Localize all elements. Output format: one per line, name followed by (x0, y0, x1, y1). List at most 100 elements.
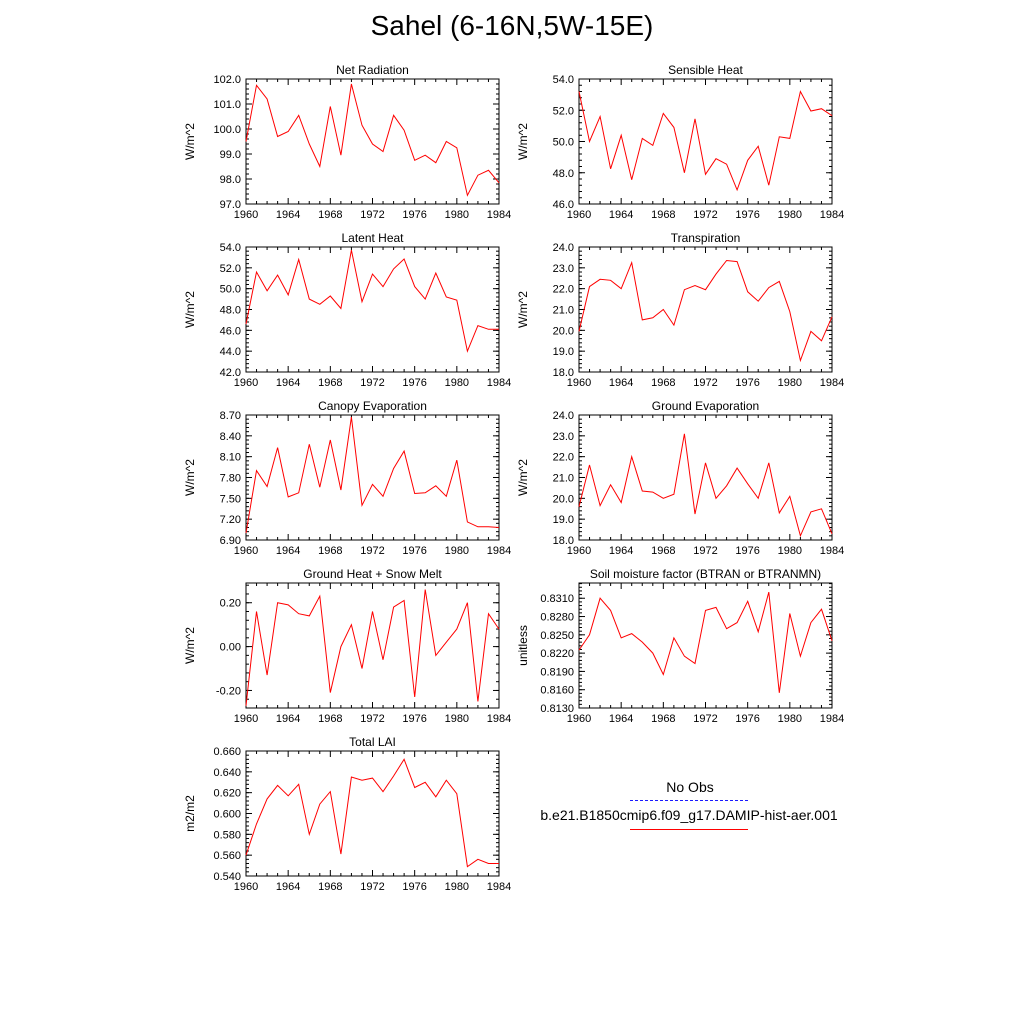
y-tick-label: 97.0 (220, 199, 241, 211)
x-tick-label: 1968 (651, 377, 675, 389)
series-line (245, 249, 499, 353)
x-tick-label: 1968 (651, 209, 675, 221)
x-tick-label: 1984 (487, 377, 511, 389)
y-tick-label: 8.10 (220, 452, 241, 464)
x-tick-label: 1980 (445, 881, 469, 893)
chart-title: Total LAI (349, 735, 396, 749)
y-axis-label: W/m^2 (183, 627, 197, 664)
plot-frame (245, 750, 500, 877)
y-tick-label: 98.0 (220, 174, 241, 186)
x-tick-label: 1980 (445, 545, 469, 557)
y-tick-label: 0.620 (213, 788, 241, 800)
x-tick-label: 1980 (445, 377, 469, 389)
series-line (578, 90, 833, 192)
x-tick-label: 1964 (276, 713, 300, 725)
y-tick-label: 0.640 (213, 767, 241, 779)
y-tick-label: 19.0 (553, 346, 574, 358)
y-tick-label: 23.0 (553, 263, 574, 275)
legend-label-obs: No Obs (666, 779, 714, 795)
y-tick-label: 7.50 (220, 493, 241, 505)
plot-frame (578, 414, 833, 541)
y-tick-label: 20.0 (553, 493, 574, 505)
x-tick-label: 1976 (402, 881, 426, 893)
y-tick-label: 0.8250 (540, 630, 574, 642)
x-tick-label: 1980 (778, 377, 802, 389)
chart-total-lai: Total LAI m2/m2 1960 1964 1968 1972 1976 1980 19… (183, 735, 511, 893)
y-tick-label: 6.90 (220, 535, 241, 547)
y-tick-label: 7.80 (220, 473, 241, 485)
legend-label-model: b.e21.B1850cmip6.f09_g17.DAMIP-hist-aer.… (540, 807, 838, 823)
x-tick-label: 1968 (318, 209, 342, 221)
y-tick-label: 48.0 (220, 305, 241, 317)
chart-canopy-evaporation: Canopy Evaporation W/m^2 1960 1964 1968 1972 1… (183, 399, 511, 557)
y-tick-label: 21.0 (553, 473, 574, 485)
y-axis-label: m2/m2 (183, 795, 197, 832)
y-axis-label: W/m^2 (516, 123, 530, 160)
plot-frame (245, 246, 500, 373)
x-tick-label: 1980 (445, 713, 469, 725)
chart-title: Ground Heat + Snow Melt (303, 567, 442, 581)
y-tick-label: 21.0 (553, 305, 574, 317)
y-tick-label: 0.8280 (540, 612, 574, 624)
x-tick-label: 1984 (487, 881, 511, 893)
y-axis-label: W/m^2 (516, 291, 530, 328)
y-tick-label: 0.8310 (540, 593, 574, 605)
x-tick-label: 1960 (234, 545, 258, 557)
plot-frame (578, 246, 833, 373)
y-tick-label: 0.8190 (540, 666, 574, 678)
x-tick-label: 1968 (318, 713, 342, 725)
x-tick-label: 1972 (360, 209, 384, 221)
y-tick-label: 46.0 (220, 325, 241, 337)
y-tick-label: 0.580 (213, 829, 241, 841)
y-tick-label: 22.0 (553, 284, 574, 296)
x-tick-label: 1968 (318, 545, 342, 557)
y-tick-label: 50.0 (220, 284, 241, 296)
y-tick-label: 24.0 (553, 242, 574, 254)
y-tick-label: 50.0 (553, 137, 574, 149)
x-tick-label: 1960 (234, 881, 258, 893)
x-tick-label: 1960 (234, 713, 258, 725)
chart-title: Canopy Evaporation (318, 399, 427, 413)
series-line (578, 591, 833, 693)
x-tick-label: 1960 (567, 713, 591, 725)
x-tick-label: 1976 (402, 377, 426, 389)
y-tick-label: 54.0 (553, 74, 574, 86)
chart-title: Ground Evaporation (652, 399, 759, 413)
chart-ground-heat-snow-melt: Ground Heat + Snow Melt W/m^2 1960 1964 1968… (183, 567, 511, 725)
x-tick-label: 1976 (735, 209, 759, 221)
series-line (245, 758, 499, 868)
series-line (245, 417, 500, 534)
chart-title: Net Radiation (336, 63, 409, 77)
x-tick-label: 1984 (820, 545, 844, 557)
x-tick-label: 1960 (567, 545, 591, 557)
x-tick-label: 1984 (487, 545, 511, 557)
x-tick-label: 1972 (360, 377, 384, 389)
y-tick-label: 23.0 (553, 431, 574, 443)
x-tick-label: 1964 (276, 209, 300, 221)
y-axis-label: W/m^2 (516, 459, 530, 496)
y-tick-label: 0.8160 (540, 685, 574, 697)
chart-transpiration: Transpiration W/m^2 1960 1964 1968 1972 1976 19… (516, 231, 844, 389)
y-tick-label: 0.660 (213, 746, 241, 758)
y-axis-label: unitless (516, 625, 530, 666)
y-tick-label: 0.540 (213, 871, 241, 883)
x-tick-label: 1980 (778, 545, 802, 557)
x-tick-label: 1984 (487, 713, 511, 725)
y-tick-label: 8.70 (220, 410, 241, 422)
y-tick-label: 52.0 (220, 263, 241, 275)
x-tick-label: 1964 (276, 545, 300, 557)
legend-line-model (630, 829, 748, 830)
y-axis-label: W/m^2 (183, 459, 197, 496)
y-tick-label: 52.0 (553, 105, 574, 117)
x-tick-label: 1964 (609, 377, 633, 389)
y-axis-label: W/m^2 (183, 291, 197, 328)
x-tick-label: 1968 (651, 713, 675, 725)
x-tick-label: 1964 (609, 713, 633, 725)
y-tick-label: 48.0 (553, 168, 574, 180)
x-tick-label: 1980 (445, 209, 469, 221)
y-tick-label: 0.560 (213, 850, 241, 862)
y-tick-label: 18.0 (553, 367, 574, 379)
y-tick-label: 101.0 (213, 99, 241, 111)
x-tick-label: 1976 (735, 377, 759, 389)
series-line (245, 589, 500, 706)
